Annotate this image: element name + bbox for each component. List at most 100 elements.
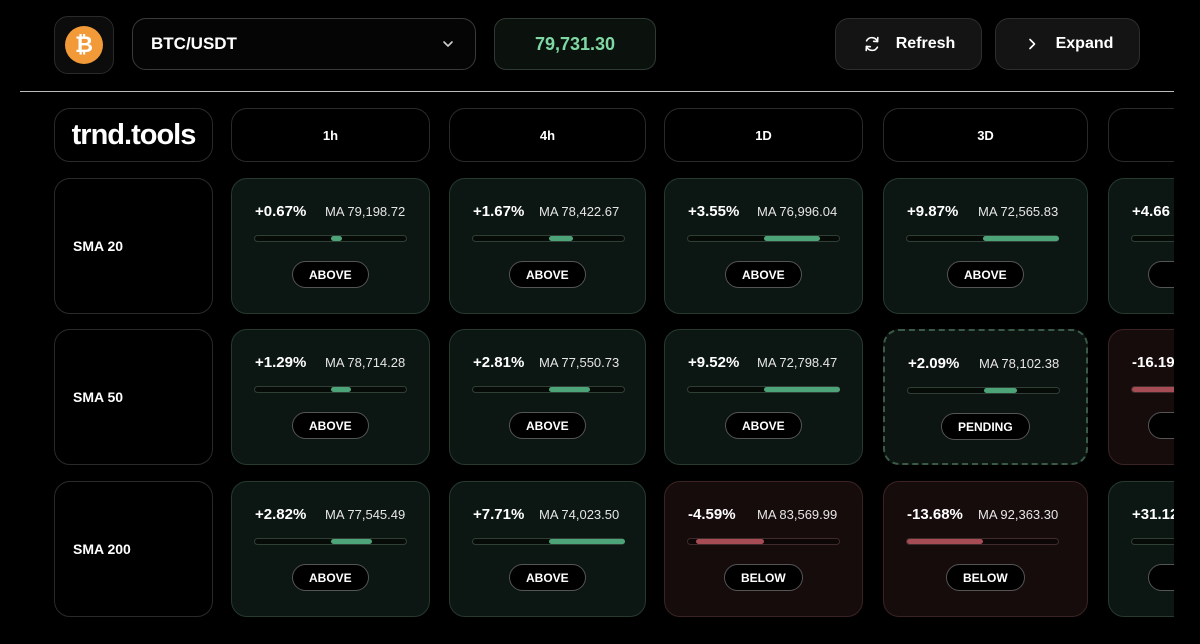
moving-average-value: MA 72,565.83 [978, 204, 1059, 219]
status-badge [1148, 261, 1174, 288]
refresh-button[interactable]: Refresh [835, 18, 982, 70]
percent-change: -4.59% [688, 506, 736, 523]
timeframe-header[interactable]: 1h [231, 108, 430, 162]
percent-change: +4.66 [1132, 203, 1170, 220]
trend-grid: trnd.tools 1h 4h 1D 3D SMA 20 +0.67% MA 79,198… [0, 100, 1174, 644]
refresh-label: Refresh [895, 35, 956, 52]
deviation-bar [906, 235, 1059, 242]
moving-average-value: MA 77,545.49 [325, 507, 406, 522]
moving-average-value: MA 92,363.30 [978, 507, 1059, 522]
deviation-bar-fill [549, 387, 590, 392]
deviation-bar-fill [549, 539, 625, 544]
deviation-bar [687, 235, 840, 242]
percent-change: +2.82% [255, 506, 307, 523]
status-badge [1148, 564, 1174, 591]
deviation-bar [472, 538, 625, 545]
deviation-bar-fill [1132, 387, 1174, 392]
status-badge: ABOVE [292, 261, 369, 288]
trend-card[interactable]: -16.19 [1108, 329, 1174, 465]
status-badge: ABOVE [947, 261, 1024, 288]
trend-card[interactable]: +3.55% MA 76,996.04 ABOVE [664, 178, 863, 314]
chevron-right-icon [1028, 38, 1035, 50]
percent-change: -16.19 [1132, 354, 1174, 371]
status-badge: PENDING [941, 413, 1030, 440]
trend-card[interactable]: +9.52% MA 72,798.47 ABOVE [664, 329, 863, 465]
price-display: 79,731.30 [494, 18, 656, 70]
trend-card[interactable]: +7.71% MA 74,023.50 ABOVE [449, 481, 646, 617]
timeframe-header[interactable]: 4h [449, 108, 646, 162]
trend-card[interactable]: +2.81% MA 77,550.73 ABOVE [449, 329, 646, 465]
trend-card[interactable]: +1.29% MA 78,714.28 ABOVE [231, 329, 430, 465]
timeframe-header[interactable] [1108, 108, 1174, 162]
deviation-bar [254, 386, 407, 393]
trend-card[interactable]: -4.59% MA 83,569.99 BELOW [664, 481, 863, 617]
deviation-bar-fill [907, 539, 983, 544]
moving-average-value: MA 77,550.73 [539, 355, 620, 370]
moving-average-value: MA 78,422.67 [539, 204, 620, 219]
bitcoin-icon: ₿ [65, 26, 103, 64]
deviation-bar-fill [331, 236, 342, 241]
percent-change: +0.67% [255, 203, 307, 220]
percent-change: +9.52% [688, 354, 740, 371]
deviation-bar [906, 538, 1059, 545]
pair-label: BTC/USDT [151, 34, 237, 53]
trend-card[interactable]: +9.87% MA 72,565.83 ABOVE [883, 178, 1088, 314]
status-badge: BELOW [724, 564, 803, 591]
moving-average-value: MA 74,023.50 [539, 507, 620, 522]
deviation-bar [907, 387, 1060, 394]
deviation-bar [687, 538, 840, 545]
deviation-bar [1131, 235, 1174, 242]
status-badge: ABOVE [509, 412, 586, 439]
deviation-bar [472, 386, 625, 393]
timeframe-header[interactable]: 1D [664, 108, 863, 162]
percent-change: -13.68% [907, 506, 963, 523]
moving-average-value: MA 83,569.99 [757, 507, 838, 522]
deviation-bar-fill [983, 236, 1059, 241]
coin-button[interactable]: ₿ [54, 16, 114, 74]
expand-button[interactable]: Expand [995, 18, 1140, 70]
percent-change: +1.29% [255, 354, 307, 371]
status-badge: ABOVE [725, 412, 802, 439]
status-badge: ABOVE [292, 412, 369, 439]
moving-average-value: MA 78,714.28 [325, 355, 406, 370]
deviation-bar-fill [764, 236, 820, 241]
header-divider [20, 91, 1174, 92]
indicator-row-label: SMA 20 [54, 178, 213, 314]
percent-change: +31.12 [1132, 506, 1174, 523]
deviation-bar [687, 386, 840, 393]
status-badge: ABOVE [292, 564, 369, 591]
trend-card[interactable]: +31.12 [1108, 481, 1174, 617]
deviation-bar [1131, 386, 1174, 393]
deviation-bar-fill [331, 539, 372, 544]
status-badge: ABOVE [509, 564, 586, 591]
deviation-bar [254, 538, 407, 545]
trend-card[interactable]: +2.09% MA 78,102.38 PENDING [883, 329, 1088, 465]
status-badge: ABOVE [725, 261, 802, 288]
status-badge: ABOVE [509, 261, 586, 288]
trend-card[interactable]: -13.68% MA 92,363.30 BELOW [883, 481, 1088, 617]
moving-average-value: MA 78,102.38 [979, 356, 1060, 371]
percent-change: +2.09% [908, 355, 960, 372]
status-badge [1148, 412, 1174, 439]
current-price: 79,731.30 [534, 33, 616, 54]
trend-card[interactable]: +4.66 [1108, 178, 1174, 314]
deviation-bar-fill [549, 236, 573, 241]
moving-average-value: MA 79,198.72 [325, 204, 406, 219]
percent-change: +7.71% [473, 506, 525, 523]
trend-card[interactable]: +1.67% MA 78,422.67 ABOVE [449, 178, 646, 314]
percent-change: +3.55% [688, 203, 740, 220]
brand-cell: trnd.tools [54, 108, 213, 162]
trend-card[interactable]: +0.67% MA 79,198.72 ABOVE [231, 178, 430, 314]
indicator-row-label: SMA 50 [54, 329, 213, 465]
trend-card[interactable]: +2.82% MA 77,545.49 ABOVE [231, 481, 430, 617]
deviation-bar [1131, 538, 1174, 545]
indicator-row-label: SMA 200 [54, 481, 213, 617]
timeframe-header[interactable]: 3D [883, 108, 1088, 162]
deviation-bar-fill [984, 388, 1017, 393]
deviation-bar-fill [764, 387, 840, 392]
expand-label: Expand [1055, 35, 1114, 52]
pair-select[interactable]: BTC/USDT [132, 18, 476, 70]
percent-change: +2.81% [473, 354, 525, 371]
chevron-down-icon [443, 41, 453, 47]
percent-change: +1.67% [473, 203, 525, 220]
